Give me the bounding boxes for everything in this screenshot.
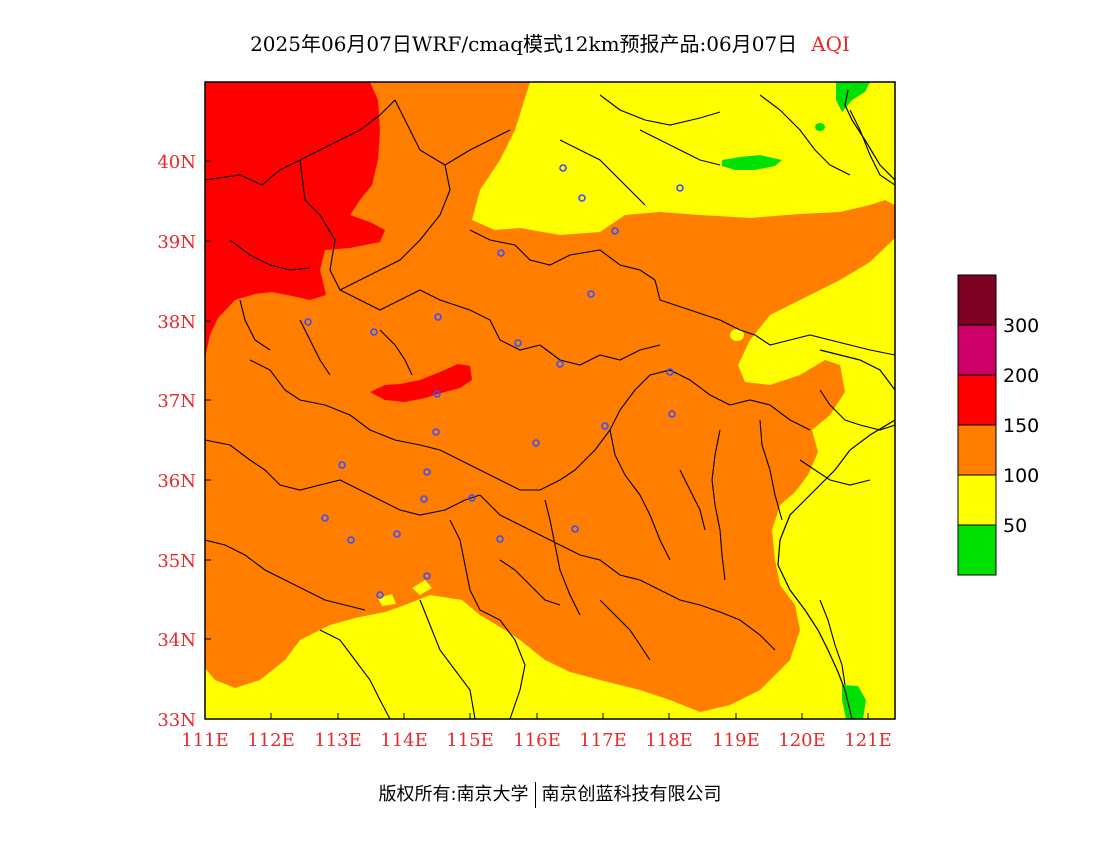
title-product: AQI [811,32,850,56]
station-marker[interactable] [496,535,504,543]
legend-bin-good [957,524,997,576]
station-marker[interactable] [376,591,384,599]
station-marker[interactable] [559,164,567,172]
legend-bin-very-unhealthy [957,324,997,376]
station-marker[interactable] [420,495,428,503]
station-marker[interactable] [514,339,522,347]
station-marker[interactable] [587,290,595,298]
lat-tick-label: 38N [157,312,196,333]
copyright-text: 版权所有:南京大学 [378,784,529,805]
lat-tick-label: 36N [157,471,196,492]
aqi-zone-moderate-patch [730,329,744,341]
lon-tick-label: 116E [513,730,561,751]
legend-bin-usg [957,424,997,476]
station-marker[interactable] [423,572,431,580]
legend-bin-hazardous [957,274,997,326]
lat-tick-label: 40N [157,152,196,173]
station-marker[interactable] [571,525,579,533]
lon-tick-label: 112E [247,730,295,751]
lon-tick-label: 121E [844,730,892,751]
station-marker[interactable] [432,428,440,436]
aqi-zone-good-north [722,155,782,170]
lon-tick-label: 113E [314,730,362,751]
station-marker[interactable] [347,536,355,544]
aqi-zone-unhealthy-blob [276,212,294,244]
station-marker[interactable] [304,318,312,326]
station-marker[interactable] [433,390,441,398]
aqi-legend: 300 200 150 100 50 [957,274,1039,576]
lat-tick-label: 33N [157,710,196,731]
aqi-zone-unhealthy-central [370,364,472,402]
y-axis-labels: 33N 34N 35N 36N 37N 38N 39N 40N [157,152,196,731]
company-text: 南京创蓝科技有限公司 [541,784,722,805]
station-marker[interactable] [423,468,431,476]
coastline [777,89,895,719]
legend-label: 150 [1003,415,1039,437]
monitoring-stations [304,164,684,599]
legend-bin-unhealthy [957,374,997,426]
station-marker[interactable] [393,530,401,538]
axis-ticks [204,160,869,720]
station-marker[interactable] [468,494,476,502]
station-marker[interactable] [338,461,346,469]
lat-tick-label: 39N [157,232,196,253]
aqi-zone-good-se [842,685,866,719]
legend-bin-moderate [957,474,997,526]
station-marker[interactable] [666,368,674,376]
lon-tick-label: 115E [446,730,494,751]
lat-tick-label: 35N [157,551,196,572]
lat-tick-label: 34N [157,630,196,651]
title-text: 2025年06月07日WRF/cmaq模式12km预报产品:06月07日 [250,32,798,56]
lat-tick-label: 37N [157,391,196,412]
aqi-zone-unhealthy-nw [205,82,385,358]
lon-tick-label: 111E [181,730,229,751]
lon-tick-label: 117E [579,730,627,751]
aqi-field [205,82,895,719]
lon-tick-label: 120E [778,730,826,751]
aqi-zone-moderate-patch [412,580,432,595]
lon-tick-label: 114E [380,730,428,751]
station-marker[interactable] [556,360,564,368]
station-marker[interactable] [434,313,442,321]
lon-tick-label: 118E [645,730,693,751]
station-marker[interactable] [370,328,378,336]
x-axis-labels: 111E 112E 113E 114E 115E 116E 117E 118E … [181,730,892,751]
station-marker[interactable] [601,422,609,430]
legend-label: 300 [1003,315,1039,337]
station-marker[interactable] [676,184,684,192]
legend-label: 200 [1003,365,1039,387]
station-marker[interactable] [611,227,619,235]
province-boundaries [205,94,895,719]
aqi-zone-good-dot [815,123,825,131]
legend-label: 100 [1003,465,1039,487]
station-marker[interactable] [321,514,329,522]
station-marker[interactable] [578,194,586,202]
aqi-zone-unhealthy-blob [306,111,324,125]
copyright-footer: 版权所有:南京大学 南京创蓝科技有限公司 [0,780,1100,808]
legend-label: 50 [1003,515,1027,537]
station-marker[interactable] [668,410,676,418]
station-marker[interactable] [532,439,540,447]
footer-separator [534,782,536,808]
map-title: 2025年06月07日WRF/cmaq模式12km预报产品:06月07日 AQI [0,28,1100,57]
lon-tick-label: 119E [712,730,760,751]
station-marker[interactable] [497,249,505,257]
